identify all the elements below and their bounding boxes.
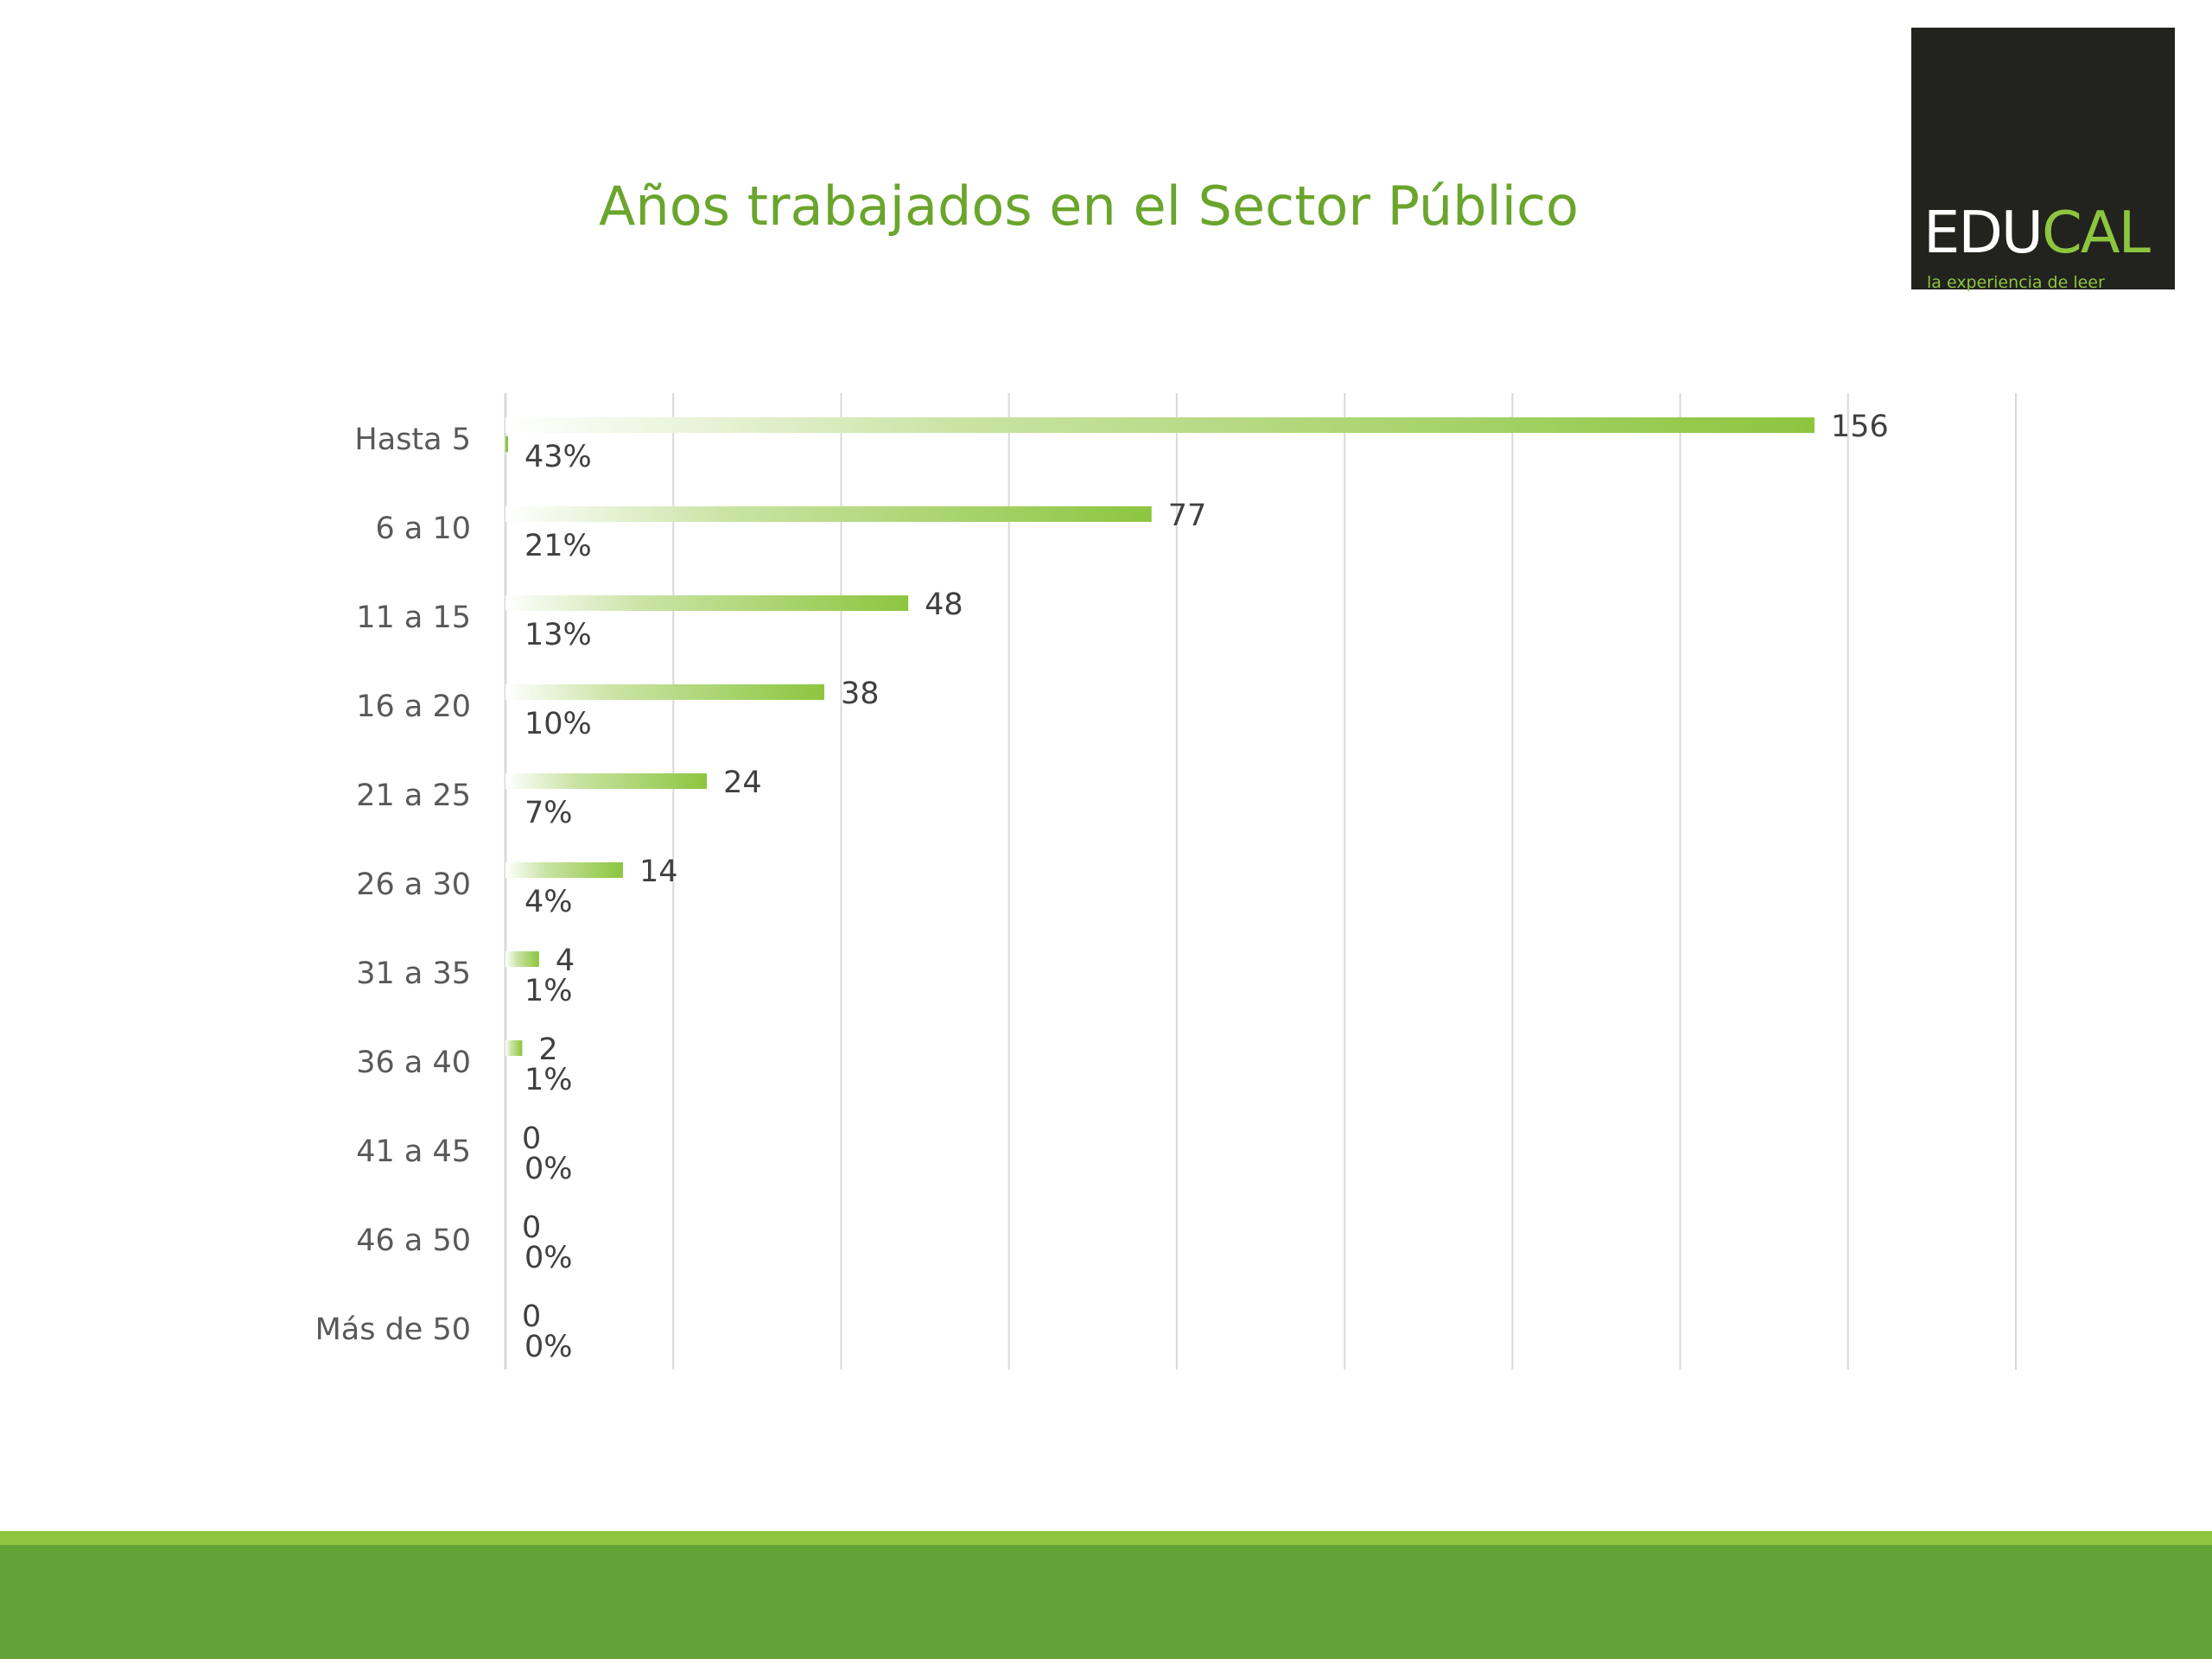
logo-tagline: la experiencia de leer	[1927, 273, 2105, 292]
series-count-bars	[505, 417, 1815, 1056]
category-label: 6 a 10	[375, 512, 471, 546]
category-label: 16 a 20	[356, 690, 471, 724]
percent-label: 7%	[524, 796, 573, 830]
bar-count	[505, 951, 539, 967]
series-percent-bars	[505, 436, 508, 452]
percent-label: 0%	[524, 1241, 573, 1275]
bar-percent	[505, 436, 508, 452]
value-label: 24	[723, 766, 762, 800]
value-label: 0	[522, 1300, 541, 1334]
bar-count	[505, 506, 1152, 522]
category-label: 11 a 15	[356, 601, 471, 635]
value-label: 14	[639, 855, 678, 889]
bar-count	[505, 1040, 523, 1056]
category-label: Más de 50	[315, 1313, 471, 1347]
category-label: 26 a 30	[356, 868, 471, 902]
gridlines	[504, 393, 2017, 1370]
category-labels: Hasta 5 6 a 10 11 a 15 16 a 20 21 a 25 26 a 3…	[315, 423, 471, 1347]
value-label: 0	[522, 1211, 541, 1245]
logo-word-white: EDU	[1923, 199, 2044, 266]
value-label: 48	[925, 588, 963, 622]
value-labels: 156 77 48 38 24 14 4 2 0 0 0	[522, 410, 1889, 1334]
bar-count	[505, 417, 1815, 433]
footer-band	[0, 1545, 2212, 1659]
category-label: 21 a 25	[356, 779, 471, 813]
category-label: 46 a 50	[356, 1224, 471, 1258]
percent-label: 1%	[524, 1063, 573, 1097]
bar-count	[505, 684, 825, 700]
percent-label: 1%	[524, 974, 573, 1008]
percent-label: 4%	[524, 885, 573, 919]
bar-count	[505, 773, 708, 789]
percent-label: 43%	[524, 440, 592, 474]
percent-labels: 43% 21% 13% 10% 7% 4% 1% 1% 0% 0% 0%	[524, 440, 592, 1364]
value-label: 77	[1168, 499, 1207, 533]
percent-label: 0%	[524, 1330, 573, 1364]
value-label: 4	[556, 944, 575, 978]
logo-wordmark: EDUCAL	[1923, 199, 2151, 266]
category-label: 41 a 45	[356, 1135, 471, 1169]
value-label: 0	[522, 1122, 541, 1156]
bar-count	[505, 595, 909, 611]
bar-chart: Hasta 5 6 a 10 11 a 15 16 a 20 21 a 25 26 a 3…	[315, 393, 2017, 1370]
category-label: 31 a 35	[356, 957, 471, 991]
bar-count	[505, 862, 623, 878]
percent-label: 0%	[524, 1152, 573, 1186]
logo-word-green: CAL	[2041, 199, 2151, 266]
educal-logo: EDUCAL la experiencia de leer	[1911, 28, 2175, 292]
value-label: 2	[538, 1033, 557, 1067]
value-label: 156	[1831, 410, 1889, 444]
footer-stripe	[0, 1531, 2212, 1545]
value-label: 38	[841, 677, 880, 711]
percent-label: 13%	[524, 618, 592, 652]
category-label: 36 a 40	[356, 1046, 471, 1080]
percent-label: 21%	[524, 529, 592, 563]
slide-title: Años trabajados en el Sector Público	[599, 175, 1579, 238]
percent-label: 10%	[524, 707, 592, 741]
category-label: Hasta 5	[354, 423, 471, 457]
